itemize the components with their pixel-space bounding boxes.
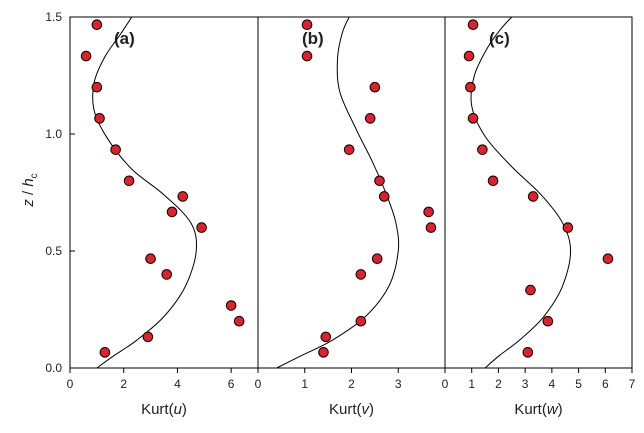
x-tick-label: 3 (395, 377, 402, 391)
x-tick-label: 4 (174, 377, 181, 391)
x-tick-label: 0 (67, 377, 74, 391)
data-point (463, 50, 475, 62)
y-tick-label: 1.0 (45, 127, 62, 141)
x-axis-label-prefix: Kurt( (141, 401, 174, 418)
data-point (166, 206, 178, 218)
x-tick-label: 1 (468, 377, 475, 391)
data-point (364, 113, 376, 124)
data-point (177, 191, 189, 202)
data-point (91, 81, 103, 93)
data-point (91, 19, 103, 31)
data-point (467, 113, 479, 124)
panel-frame (257, 16, 446, 369)
panel-1: 0 2 4 6 Kurt(u) (a) (67, 16, 259, 418)
x-axis-label-variable: u (174, 401, 183, 418)
x-axis-label-variable: w (547, 401, 559, 418)
x-axis-label: Kurt(v) (329, 401, 374, 418)
y-axis: 0.0 0.5 1.0 1.5 (45, 10, 75, 375)
data-point (527, 191, 539, 202)
data-point (467, 19, 479, 31)
data-point (301, 19, 313, 31)
y-tick-label: 0.0 (45, 361, 62, 375)
x-axis-label-suffix: ) (369, 401, 374, 418)
data-point (142, 331, 154, 343)
x-tick-label: 0 (442, 377, 449, 391)
x-axis-label-suffix: ) (558, 401, 563, 418)
data-point (425, 222, 437, 233)
data-point (378, 191, 390, 202)
data-point (542, 315, 554, 327)
data-point (374, 175, 385, 187)
data-point (465, 81, 476, 93)
data-point (233, 315, 245, 327)
data-point (477, 144, 488, 155)
data-point (562, 222, 574, 233)
data-point (320, 331, 332, 343)
x-tick-label: 4 (549, 377, 556, 391)
data-point (110, 144, 121, 155)
data-point (94, 113, 105, 124)
data-point (369, 81, 381, 93)
x-axis-label-suffix: ) (182, 401, 187, 418)
data-point (196, 222, 207, 233)
data-point (301, 50, 313, 62)
y-tick-label: 1.5 (45, 10, 62, 24)
data-point (99, 347, 111, 358)
data-point (343, 144, 355, 155)
x-tick-label: 3 (522, 377, 529, 391)
x-tick-label: 2 (120, 377, 127, 391)
panel-letter: (a) (114, 29, 135, 48)
panel-letter: (b) (302, 29, 324, 48)
panel-2: 0 1 2 3 Kurt(v) (b) (255, 16, 446, 418)
x-tick-label: 0 (255, 377, 262, 391)
data-point (423, 206, 434, 218)
data-point (80, 50, 92, 62)
y-tick-label: 0.5 (45, 244, 62, 258)
data-point (355, 269, 367, 280)
x-axis-label-prefix: Kurt( (329, 401, 362, 418)
x-tick-label: 2 (348, 377, 355, 391)
data-point (371, 253, 383, 265)
panel-frame (444, 16, 633, 369)
fit-curve (470, 17, 572, 368)
data-point (161, 269, 172, 280)
y-axis-label: z / hc (20, 173, 40, 207)
x-tick-label: 2 (495, 377, 502, 391)
panel-letter: (c) (489, 29, 510, 48)
data-point (225, 300, 237, 311)
data-point (355, 315, 367, 327)
data-point (522, 347, 534, 358)
data-point (123, 175, 135, 187)
data-point (487, 175, 499, 187)
x-axis-label: Kurt(u) (141, 401, 187, 418)
x-axis-label-variable: v (362, 401, 371, 418)
x-tick-label: 6 (228, 377, 235, 391)
x-tick-label: 1 (301, 377, 308, 391)
data-point (318, 347, 329, 358)
data-point (525, 284, 536, 296)
fit-curve (276, 17, 400, 368)
data-point (145, 253, 156, 265)
x-axis-label: Kurt(w) (514, 401, 562, 418)
data-point (602, 253, 614, 265)
x-tick-label: 5 (575, 377, 582, 391)
x-tick-label: 6 (602, 377, 609, 391)
x-axis-label-prefix: Kurt( (514, 401, 547, 418)
x-tick-label: 7 (629, 377, 636, 391)
panel-3: 0 1 2 3 4 5 6 7 Kurt(w) (c) (442, 16, 636, 418)
